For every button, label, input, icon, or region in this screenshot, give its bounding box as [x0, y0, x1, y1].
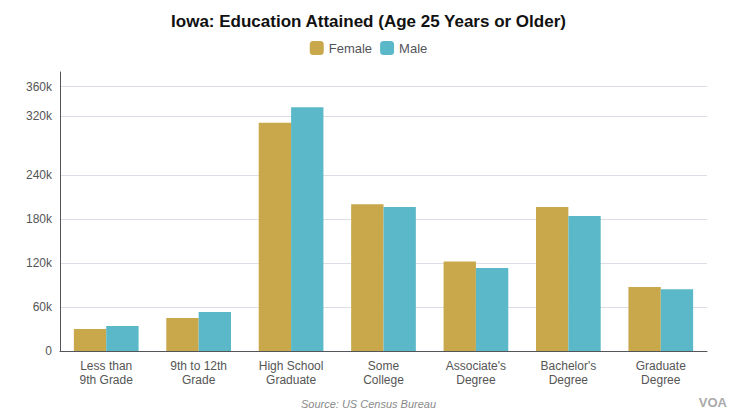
svg-text:Source: US Census Bureau: Source: US Census Bureau — [301, 398, 436, 410]
svg-text:Degree: Degree — [641, 373, 681, 387]
svg-text:9th Grade: 9th Grade — [80, 373, 134, 387]
svg-text:Grade: Grade — [182, 373, 216, 387]
svg-text:Iowa: Education Attained (Age: Iowa: Education Attained (Age 25 Years o… — [171, 12, 566, 31]
svg-text:Graduate: Graduate — [266, 373, 316, 387]
svg-text:60k: 60k — [33, 300, 53, 314]
svg-text:120k: 120k — [26, 256, 53, 270]
svg-text:180k: 180k — [26, 212, 53, 226]
svg-text:360k: 360k — [26, 80, 53, 94]
svg-text:Graduate: Graduate — [636, 359, 686, 373]
svg-text:Male: Male — [399, 41, 427, 56]
svg-text:VOA: VOA — [699, 395, 728, 410]
svg-text:320k: 320k — [26, 109, 53, 123]
svg-text:Some: Some — [368, 359, 400, 373]
svg-text:Female: Female — [329, 41, 372, 56]
svg-text:Associate's: Associate's — [446, 359, 506, 373]
svg-text:Bachelor's: Bachelor's — [541, 359, 597, 373]
svg-text:Less than: Less than — [80, 359, 132, 373]
svg-text:240k: 240k — [26, 168, 53, 182]
svg-text:Degree: Degree — [456, 373, 496, 387]
svg-text:High School: High School — [259, 359, 324, 373]
svg-text:College: College — [363, 373, 404, 387]
svg-text:9th to 12th: 9th to 12th — [170, 359, 227, 373]
svg-text:0: 0 — [45, 344, 52, 358]
svg-text:Degree: Degree — [549, 373, 589, 387]
